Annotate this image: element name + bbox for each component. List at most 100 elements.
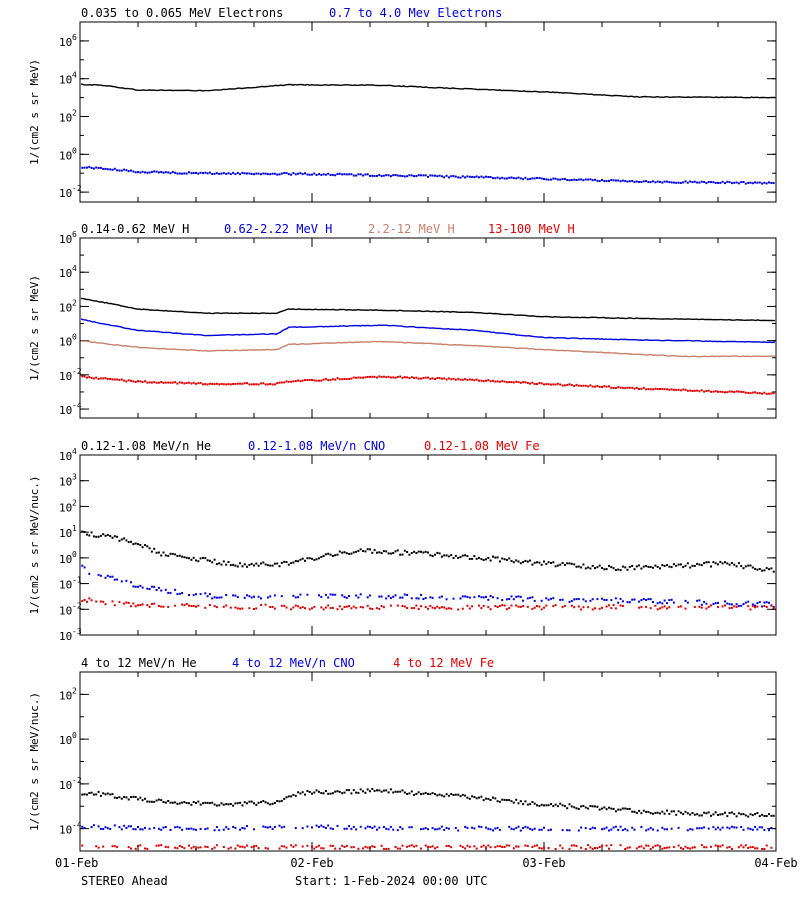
data-point bbox=[301, 173, 304, 176]
data-point bbox=[661, 606, 664, 609]
data-point bbox=[410, 552, 413, 554]
data-point bbox=[635, 565, 638, 568]
data-point bbox=[218, 562, 221, 565]
data-point bbox=[106, 574, 109, 577]
data-point bbox=[322, 378, 325, 381]
data-point bbox=[605, 180, 608, 182]
data-point bbox=[334, 174, 337, 177]
data-point bbox=[471, 826, 474, 829]
data-point bbox=[199, 171, 202, 174]
data-point bbox=[682, 848, 685, 850]
data-point bbox=[559, 802, 562, 805]
data-point bbox=[522, 381, 525, 384]
data-point bbox=[510, 560, 513, 562]
data-point bbox=[355, 606, 358, 609]
data-point bbox=[677, 605, 680, 608]
data-point bbox=[770, 567, 773, 570]
data-point bbox=[533, 177, 536, 180]
data-point bbox=[248, 172, 251, 175]
data-point bbox=[329, 553, 332, 556]
data-point bbox=[362, 376, 364, 379]
data-point bbox=[345, 844, 348, 847]
data-point bbox=[533, 802, 536, 805]
data-point bbox=[236, 844, 239, 847]
data-point bbox=[181, 801, 184, 804]
data-point bbox=[327, 596, 330, 599]
data-point bbox=[459, 597, 462, 600]
data-point bbox=[619, 597, 622, 600]
data-point bbox=[150, 170, 153, 173]
data-point bbox=[536, 561, 538, 564]
data-point bbox=[389, 376, 392, 379]
data-point bbox=[329, 379, 332, 381]
data-point bbox=[376, 376, 378, 379]
data-point bbox=[188, 604, 190, 607]
data-point bbox=[612, 604, 615, 606]
data-point bbox=[666, 602, 668, 605]
data-point bbox=[758, 568, 761, 570]
data-point bbox=[638, 181, 641, 183]
data-point bbox=[269, 564, 272, 567]
data-point bbox=[526, 382, 529, 384]
data-point bbox=[668, 812, 671, 815]
data-point bbox=[132, 170, 135, 173]
data-point bbox=[355, 550, 358, 553]
series-line bbox=[81, 340, 775, 358]
data-point bbox=[334, 593, 337, 596]
data-point bbox=[204, 557, 207, 560]
data-point bbox=[257, 564, 260, 567]
data-point bbox=[631, 179, 634, 182]
data-point bbox=[724, 811, 726, 814]
data-point bbox=[642, 565, 645, 568]
data-point bbox=[487, 379, 490, 382]
data-point bbox=[730, 390, 733, 393]
data-point bbox=[649, 598, 652, 601]
data-point bbox=[239, 801, 242, 804]
data-point bbox=[357, 549, 360, 552]
data-point bbox=[106, 792, 109, 795]
data-point bbox=[95, 600, 98, 603]
data-point bbox=[366, 825, 369, 828]
data-point bbox=[338, 605, 341, 608]
data-point bbox=[471, 605, 474, 608]
data-point bbox=[387, 375, 390, 378]
data-point bbox=[304, 607, 306, 610]
data-point bbox=[515, 604, 518, 607]
data-point bbox=[422, 377, 425, 379]
data-point bbox=[338, 847, 341, 850]
data-point bbox=[682, 566, 685, 569]
data-point bbox=[106, 378, 109, 380]
data-point bbox=[396, 376, 399, 378]
data-point bbox=[106, 168, 109, 171]
data-point bbox=[387, 595, 390, 598]
data-point bbox=[756, 847, 759, 850]
data-point bbox=[104, 603, 107, 606]
data-point bbox=[689, 828, 692, 831]
data-point bbox=[146, 545, 149, 548]
data-point bbox=[763, 601, 766, 604]
data-point bbox=[452, 557, 455, 559]
data-point bbox=[241, 607, 244, 610]
data-point bbox=[171, 171, 174, 173]
data-point bbox=[401, 605, 404, 607]
data-point bbox=[489, 595, 492, 597]
data-point bbox=[531, 828, 534, 831]
data-point bbox=[424, 791, 427, 794]
data-point bbox=[735, 815, 738, 818]
data-point bbox=[612, 386, 615, 389]
data-point bbox=[146, 171, 149, 174]
data-point bbox=[248, 800, 251, 803]
data-point bbox=[371, 827, 374, 830]
data-point bbox=[396, 549, 399, 552]
data-point bbox=[192, 845, 195, 848]
data-point bbox=[355, 376, 358, 379]
data-point bbox=[141, 381, 144, 383]
data-point bbox=[689, 389, 692, 392]
data-point bbox=[436, 551, 439, 554]
data-point bbox=[394, 376, 397, 379]
data-point bbox=[345, 378, 348, 381]
data-point bbox=[635, 847, 638, 850]
series-title: 0.14-0.62 MeV H bbox=[81, 222, 189, 236]
data-point bbox=[243, 563, 246, 566]
data-point bbox=[656, 388, 659, 390]
